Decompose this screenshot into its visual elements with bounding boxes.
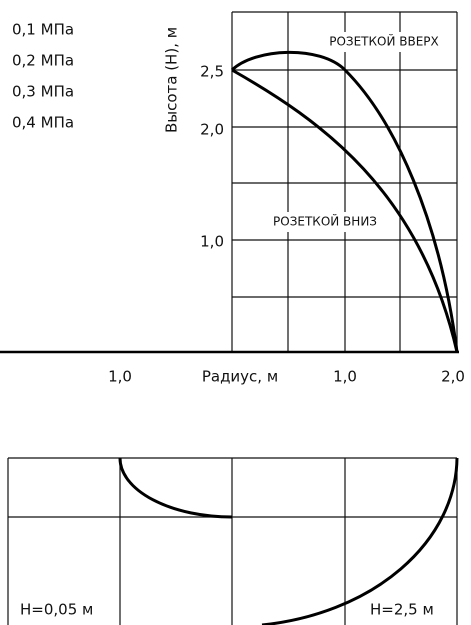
label-bg (312, 32, 454, 52)
y-label: 2,0 (200, 121, 224, 139)
y-label: 1,0 (200, 233, 224, 251)
bottom-grid (7, 457, 458, 625)
legend-item: 0,1 МПа (12, 21, 74, 39)
curve-down (231, 68, 459, 353)
y-axis-title: Высота (Н), м (163, 27, 181, 133)
label-bg (254, 212, 396, 232)
top-grid (231, 11, 458, 352)
legend-item: 0,2 МПа (12, 52, 74, 70)
x-label: 1,0 (333, 368, 357, 386)
x-label: 2,0 (441, 368, 465, 386)
curve-up (230, 50, 459, 353)
legend-item: 0,4 МПа (12, 114, 74, 132)
annotation: РОЗЕТКОЙ ВВЕРХ (329, 34, 439, 49)
annotation: РОЗЕТКОЙ ВНИЗ (273, 214, 377, 229)
curve-large (261, 457, 459, 625)
bottom-label: Н=0,05 м (20, 601, 93, 619)
legend-item: 0,3 МПа (12, 83, 74, 101)
x-label: 1,0 (108, 368, 132, 386)
curve-small (118, 457, 233, 519)
y-label: 2,5 (200, 63, 224, 81)
label-bg (14, 598, 110, 622)
x-axis-title: Радиус, м (202, 368, 278, 386)
bottom-label: Н=2,5 м (370, 601, 434, 619)
label-bg (364, 598, 452, 622)
